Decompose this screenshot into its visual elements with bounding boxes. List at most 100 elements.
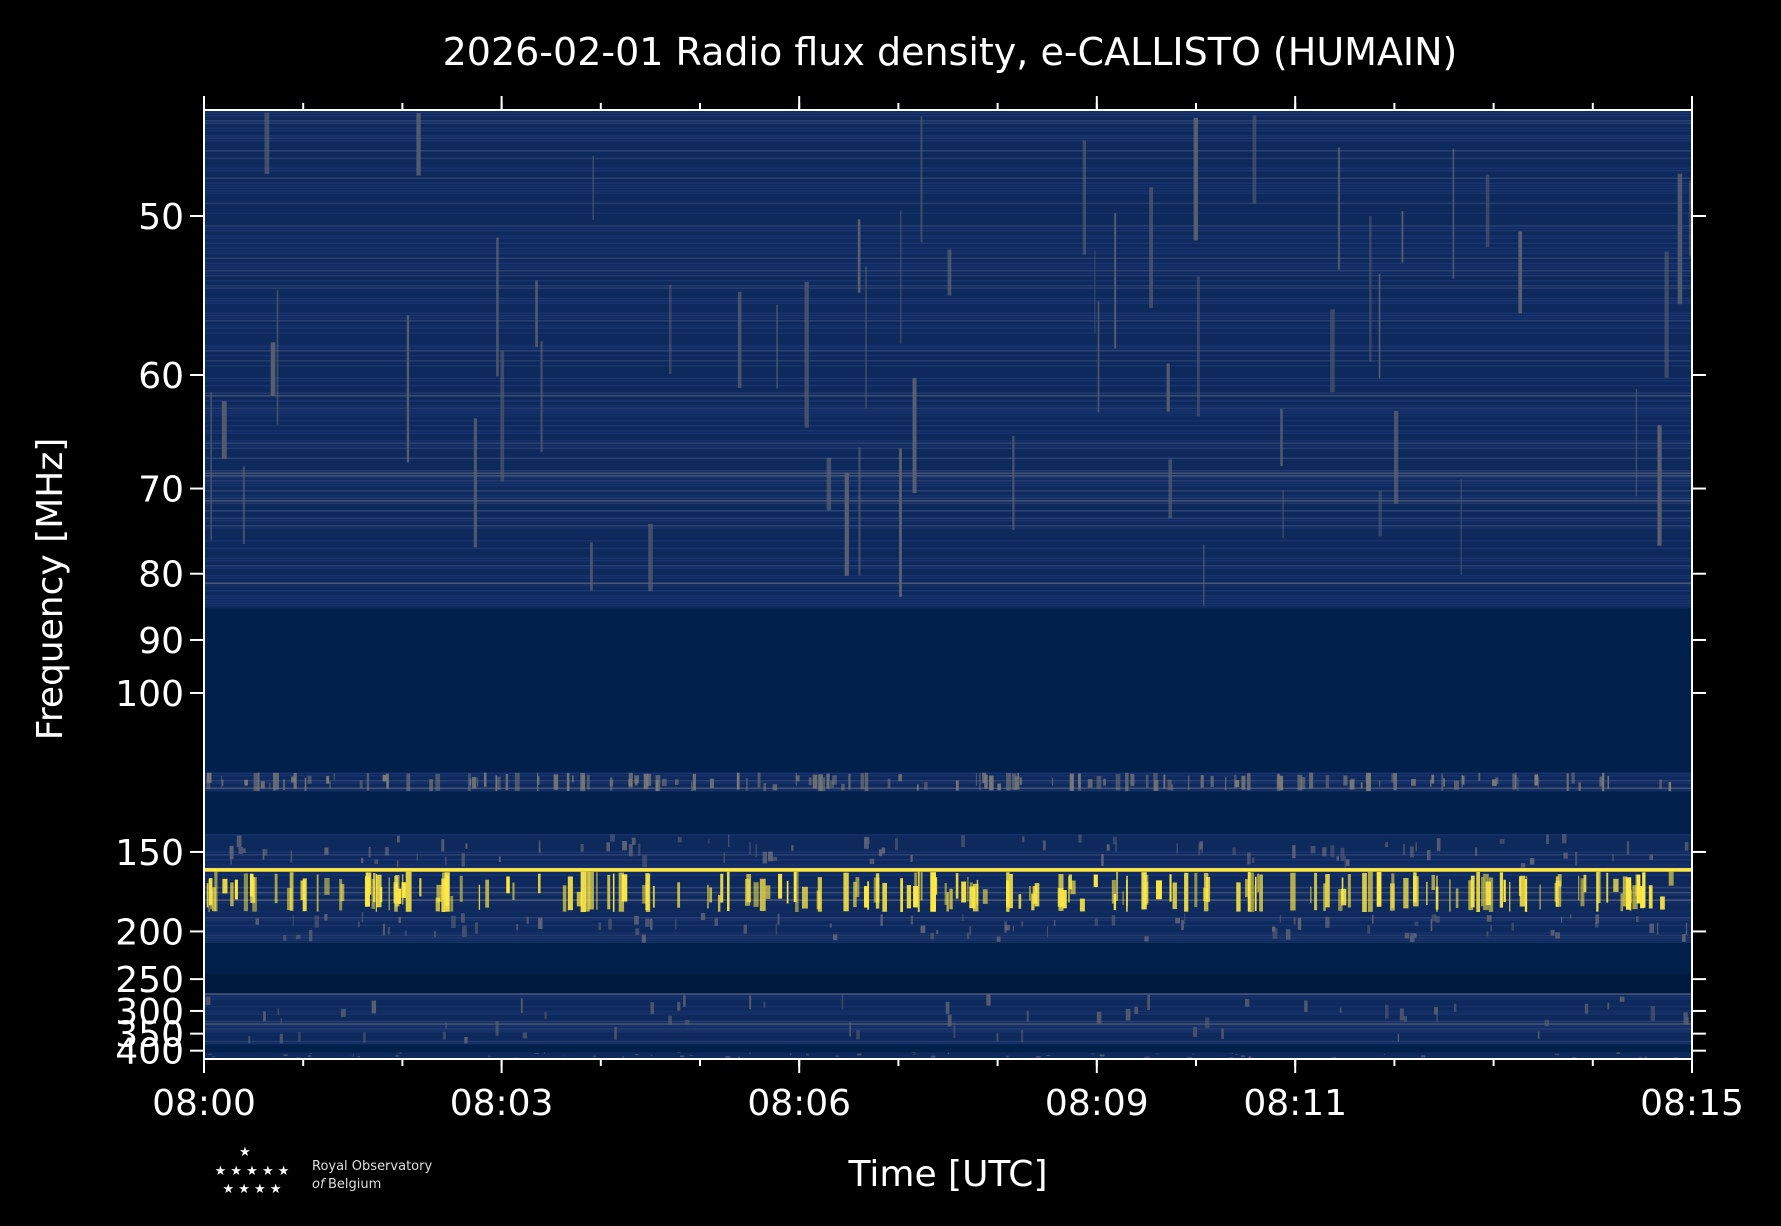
burst-mark [1194, 872, 1198, 908]
burst-mark [1509, 881, 1511, 912]
burst-mark [1193, 1027, 1198, 1038]
noise-stripe [204, 1025, 1692, 1028]
burst-mark [1410, 846, 1414, 858]
burst-mark [1234, 774, 1237, 789]
burst-mark [1034, 883, 1040, 907]
noise-stripe [204, 135, 1692, 137]
burst-mark [1323, 883, 1326, 911]
burst-mark [1636, 874, 1641, 904]
burst-mark [1155, 1053, 1160, 1055]
burst-mark [398, 1052, 402, 1054]
noise-stripe [204, 602, 1692, 605]
saturated-line [204, 868, 1692, 872]
burst-mark [1649, 923, 1655, 933]
burst-mark [280, 1018, 282, 1024]
y-tick-label: 80 [138, 555, 184, 596]
burst-mark [1620, 893, 1624, 912]
burst-mark [314, 915, 320, 928]
burst-mark [1176, 843, 1178, 854]
burst-mark [1499, 872, 1504, 908]
band-texture [204, 110, 1693, 607]
burst-mark [1172, 882, 1177, 910]
burst-mark [776, 304, 778, 389]
logo-line2: Belgium [328, 1177, 381, 1192]
burst-mark [1519, 875, 1526, 907]
burst-mark [1638, 1056, 1642, 1059]
burst-mark [906, 885, 912, 909]
burst-mark [1619, 996, 1625, 1002]
burst-mark [1011, 773, 1017, 791]
noise-stripe [204, 212, 1692, 215]
noise-stripe [204, 122, 1692, 125]
burst-mark [282, 934, 287, 941]
band-empty [204, 791, 1692, 835]
burst-mark [972, 883, 979, 912]
burst-mark [1650, 1006, 1656, 1022]
burst-mark [1616, 1052, 1620, 1054]
burst-mark [1511, 922, 1514, 931]
noise-stripe [204, 480, 1692, 482]
burst-mark [1420, 1055, 1426, 1058]
burst-mark [1029, 886, 1031, 901]
x-tick-label: 08:03 [450, 1083, 554, 1124]
burst-mark [945, 1001, 950, 1014]
burst-mark [1198, 843, 1201, 856]
burst-mark [590, 542, 593, 591]
burst-mark [333, 773, 335, 780]
burst-mark [1248, 872, 1254, 912]
burst-mark [1483, 873, 1489, 911]
noise-stripe [204, 590, 1692, 592]
burst-mark [1231, 1053, 1233, 1054]
y-tick-label: 200 [115, 912, 184, 953]
burst-mark [757, 772, 761, 788]
burst-mark [1578, 782, 1581, 791]
burst-mark [384, 847, 389, 856]
burst-mark [1475, 847, 1478, 856]
burst-mark [791, 845, 794, 851]
noise-stripe [204, 924, 1692, 927]
burst-mark [208, 878, 213, 906]
burst-mark [1021, 921, 1023, 927]
burst-mark [1166, 363, 1170, 412]
burst-mark [949, 888, 953, 910]
y-tick-label: 90 [138, 621, 184, 662]
burst-mark [295, 934, 301, 940]
burst-mark [1461, 775, 1465, 785]
burst-mark [1101, 854, 1104, 866]
burst-mark [242, 466, 246, 544]
burst-mark [691, 781, 693, 792]
burst-mark [857, 219, 861, 293]
burst-mark [1235, 1054, 1238, 1055]
burst-mark [292, 915, 294, 926]
burst-mark [1184, 913, 1186, 925]
burst-mark [661, 778, 667, 787]
svg-text:★ ★ ★ ★: ★ ★ ★ ★ [222, 1182, 281, 1197]
burst-mark [930, 872, 936, 912]
band-empty [204, 1044, 1692, 1053]
noise-stripe [204, 789, 1692, 792]
burst-mark [1332, 1056, 1337, 1059]
burst-mark [1020, 1029, 1024, 1043]
burst-mark [1441, 773, 1444, 792]
burst-mark [1454, 780, 1459, 790]
burst-mark [1125, 1008, 1131, 1021]
burst-mark [576, 891, 583, 907]
burst-mark [996, 936, 1001, 942]
noise-stripe [204, 851, 1692, 854]
burst-mark [947, 1052, 950, 1055]
burst-mark [1435, 886, 1439, 910]
noise-stripe [204, 317, 1692, 320]
burst-mark [1245, 879, 1249, 898]
burst-mark [634, 1054, 639, 1056]
burst-mark [1292, 845, 1296, 859]
burst-mark [1147, 994, 1150, 1011]
noise-stripe [204, 520, 1692, 522]
noise-stripe [204, 547, 1692, 550]
burst-mark [1488, 877, 1494, 912]
burst-mark [1046, 926, 1049, 937]
burst-mark [567, 876, 573, 911]
burst-mark [812, 774, 818, 789]
burst-mark [1499, 839, 1505, 844]
burst-mark [683, 995, 686, 1007]
burst-mark [631, 837, 636, 845]
